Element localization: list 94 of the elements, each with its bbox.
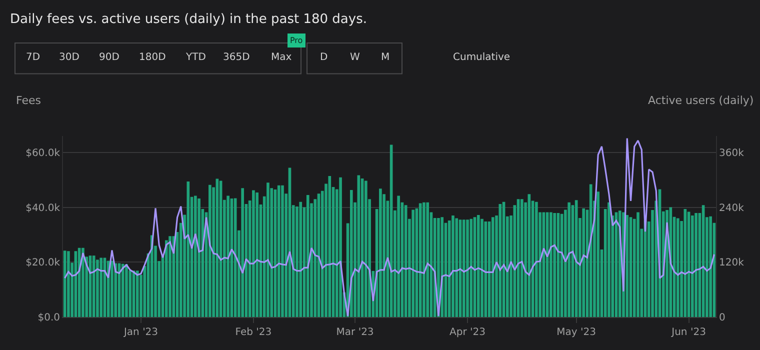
bar [491, 217, 494, 317]
bar [676, 218, 680, 317]
text: 180D [139, 52, 166, 63]
bar [535, 202, 538, 317]
bar [484, 222, 488, 317]
y2-tick-label: 240k [719, 202, 744, 214]
bar [306, 194, 310, 317]
x-tick-label: Jun '23 [670, 327, 706, 338]
bar [397, 196, 400, 317]
text: D [320, 52, 328, 63]
y2-tick-label: 120k [719, 258, 744, 269]
bar [281, 185, 284, 317]
chart-title: Daily fees vs. active users (daily) in the past 180 days. [10, 12, 367, 27]
x-tick-label: Mar '23 [336, 327, 374, 338]
bar [96, 260, 99, 317]
bar [470, 218, 473, 317]
bar [252, 190, 255, 317]
bar [574, 200, 578, 317]
text: Pro [290, 36, 303, 45]
bar [608, 202, 610, 317]
bar [328, 176, 332, 317]
y2-axis-title: Active users (daily) [648, 94, 754, 107]
bar [150, 235, 154, 317]
bar [626, 214, 629, 317]
bar [418, 203, 422, 317]
bar [550, 212, 552, 317]
text: 30D [59, 52, 80, 63]
bar [379, 188, 382, 317]
bar [596, 192, 600, 317]
bar [296, 206, 298, 317]
x-tick-label: May '23 [556, 327, 596, 338]
bar [691, 216, 694, 317]
text: 365D [223, 52, 250, 63]
bar [256, 192, 258, 317]
bar [589, 184, 592, 317]
bar [709, 216, 712, 317]
text: 90D [99, 52, 120, 63]
bar [350, 190, 353, 317]
bar [67, 251, 70, 317]
y-tick-label: $40.0k [26, 202, 60, 214]
bar [553, 213, 556, 317]
y2-tick-label: 360k [719, 148, 744, 159]
text: Cumulative [453, 52, 510, 63]
bar [92, 256, 96, 317]
bar [455, 218, 458, 317]
bar [476, 214, 480, 317]
bar [241, 188, 244, 317]
bar [114, 263, 118, 317]
y-tick-label: $0.0 [38, 312, 60, 324]
bar [412, 210, 414, 317]
bar [426, 202, 430, 317]
y-axis-title: Fees [16, 94, 42, 107]
bar [208, 184, 212, 317]
y-tick-label: $20.0k [26, 258, 60, 269]
bar [226, 196, 230, 317]
line-series [64, 137, 715, 317]
bar [266, 182, 270, 317]
bar [466, 220, 469, 317]
bar [110, 260, 114, 317]
text: M [381, 52, 390, 63]
bar [194, 196, 197, 317]
bar [339, 177, 342, 317]
x-tick-label: Jan '23 [122, 327, 158, 338]
x-tick-label: Feb '23 [235, 327, 272, 338]
bar [121, 264, 124, 317]
y2-tick-label: 0 [719, 312, 726, 324]
bar [186, 182, 190, 317]
text: YTD [185, 52, 206, 63]
bar [168, 236, 172, 317]
bar [694, 213, 698, 317]
bar [125, 264, 128, 317]
bar [422, 202, 426, 317]
bar [582, 208, 585, 317]
bar [498, 204, 502, 317]
bar [100, 258, 103, 317]
text: 7D [26, 52, 40, 63]
bar [82, 248, 84, 317]
text: Max [271, 52, 292, 63]
bar [636, 212, 640, 317]
bar [164, 240, 168, 317]
x-tick-label: Apr '23 [450, 327, 486, 338]
bar [520, 199, 524, 317]
bar [277, 185, 280, 317]
bar [136, 270, 139, 317]
y-tick-label: $60.0k [26, 148, 60, 159]
bar [669, 207, 672, 317]
bar [364, 180, 368, 317]
text: W [350, 52, 360, 63]
bar [462, 220, 466, 317]
bar [452, 216, 454, 317]
bar [568, 202, 570, 317]
bar [299, 202, 302, 317]
bar [198, 198, 200, 317]
bar [480, 218, 484, 317]
